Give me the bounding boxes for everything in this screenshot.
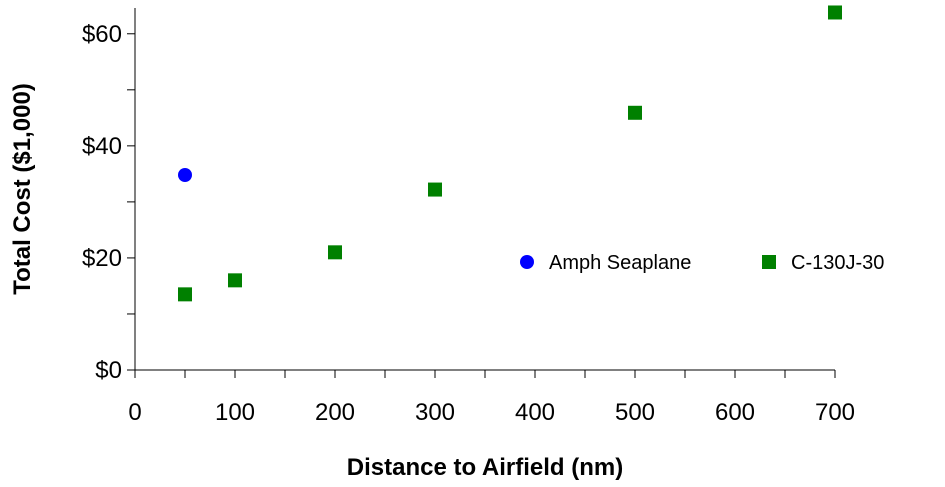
x-tick-label: 100: [215, 399, 255, 426]
x-axis-title: Distance to Airfield (nm): [347, 454, 623, 481]
x-tick-label: 700: [815, 399, 855, 426]
legend-marker: [520, 255, 534, 269]
data-point-amph-seaplane: [178, 167, 192, 182]
legend-marker: [762, 255, 776, 269]
plot-points: [178, 5, 842, 302]
y-axis: $0 $20 $40 $60: [82, 8, 136, 384]
legend-item-c130j30: C-130J-30: [791, 252, 884, 274]
x-tick-label: 0: [128, 399, 141, 426]
data-point-c130j30: [828, 5, 842, 20]
x-axis: 0 100 200 300 400 500 600 700: [128, 369, 855, 426]
data-point-c130j30: [328, 245, 342, 260]
x-tick-label: 200: [315, 399, 355, 426]
legend: Amph Seaplane C-130J-30: [520, 252, 884, 274]
data-point-c130j30: [428, 182, 442, 197]
y-axis-title: Total Cost ($1,000): [9, 83, 36, 295]
x-tick-label: 400: [515, 399, 555, 426]
x-tick-label: 500: [615, 399, 655, 426]
data-point-c130j30: [628, 105, 642, 120]
y-tick-label: $60: [82, 21, 122, 48]
y-tick-label: $20: [82, 245, 122, 272]
y-tick-label: $0: [95, 357, 122, 384]
data-point-c130j30: [178, 287, 192, 302]
x-tick-label: 600: [715, 399, 755, 426]
x-tick-label: 300: [415, 399, 455, 426]
y-tick-label: $40: [82, 133, 122, 160]
legend-item-amph-seaplane: Amph Seaplane: [549, 252, 691, 274]
data-point-c130j30: [228, 273, 242, 288]
